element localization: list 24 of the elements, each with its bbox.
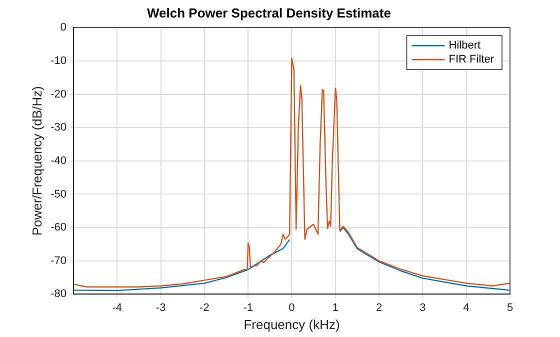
x-axis-title: Frequency (kHz) xyxy=(244,316,340,332)
legend-label: FIR Filter xyxy=(448,54,494,66)
y-tick-label: -60 xyxy=(50,222,66,234)
y-tick-label: 0 xyxy=(60,22,66,34)
y-tick-label: -70 xyxy=(50,254,66,267)
x-tick-label: 0 xyxy=(288,302,295,314)
y-tick-label: -80 xyxy=(50,288,66,300)
y-tick-label: -10 xyxy=(50,54,66,67)
chart-title: Welch Power Spectral Density Estimate xyxy=(147,5,391,20)
y-tick-label: -50 xyxy=(50,188,66,200)
legend-label: Hilbert xyxy=(448,40,481,52)
x-tick-label: 2 xyxy=(376,302,382,314)
x-tick-label: 1 xyxy=(332,302,338,314)
x-tick-label: -2 xyxy=(200,302,210,314)
y-tick-label: -30 xyxy=(50,122,66,134)
x-tick-label: -3 xyxy=(156,302,166,314)
y-tick-label: -20 xyxy=(50,88,66,100)
x-tick-label: -4 xyxy=(112,302,122,314)
y-tick-label: -40 xyxy=(50,154,66,167)
x-tick-label: -1 xyxy=(243,302,253,314)
x-tick-label: 3 xyxy=(420,302,426,314)
x-tick-label: 5 xyxy=(506,302,514,314)
y-axis-title: Power/Frequency (dB/Hz) xyxy=(29,86,44,236)
x-tick-label: 4 xyxy=(463,302,470,314)
